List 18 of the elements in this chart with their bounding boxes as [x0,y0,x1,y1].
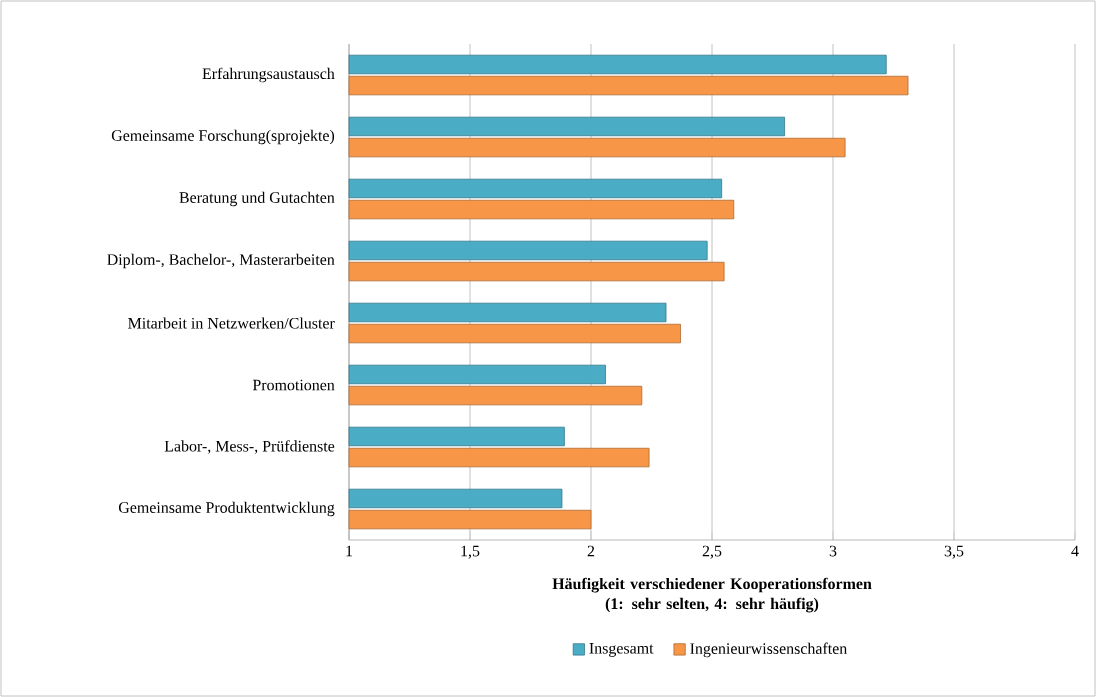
y-tick-label: Gemeinsame Forschung(sprojekte) [111,129,335,145]
legend-label: Insgesamt [589,643,654,657]
x-tick-label: 3 [829,545,837,557]
x-tick-label: 1,5 [461,545,480,559]
x-tick-label: 2 [587,545,595,557]
y-tick-label: Beratung und Gutachten [179,191,335,207]
y-tick-label: Promotionen [252,379,335,391]
legend-label: Ingenieurwissenschaften [690,642,847,658]
x-tick-label: 2,5 [702,545,722,559]
y-tick-label: Mitarbeit in Netzwerken/Cluster [128,317,335,329]
x-tick-label: 4 [1071,545,1079,557]
y-tick-label: Gemeinsame Produktentwicklung [118,501,335,517]
y-tick-label: Diplom-, Bachelor-, Masterarbeiten [107,253,335,269]
y-tick-label: Erfahrungsaustausch [202,67,335,83]
x-axis-title: Häufigkeit verschiedener Kooperationsformen (1: sehr selten, 4: sehr häufig) [552,577,872,613]
y-tick-label: Labor-, Mess-, Prüfdienste [164,440,335,454]
x-tick-label: 3,5 [944,545,964,559]
x-tick-label: 1 [346,545,353,557]
